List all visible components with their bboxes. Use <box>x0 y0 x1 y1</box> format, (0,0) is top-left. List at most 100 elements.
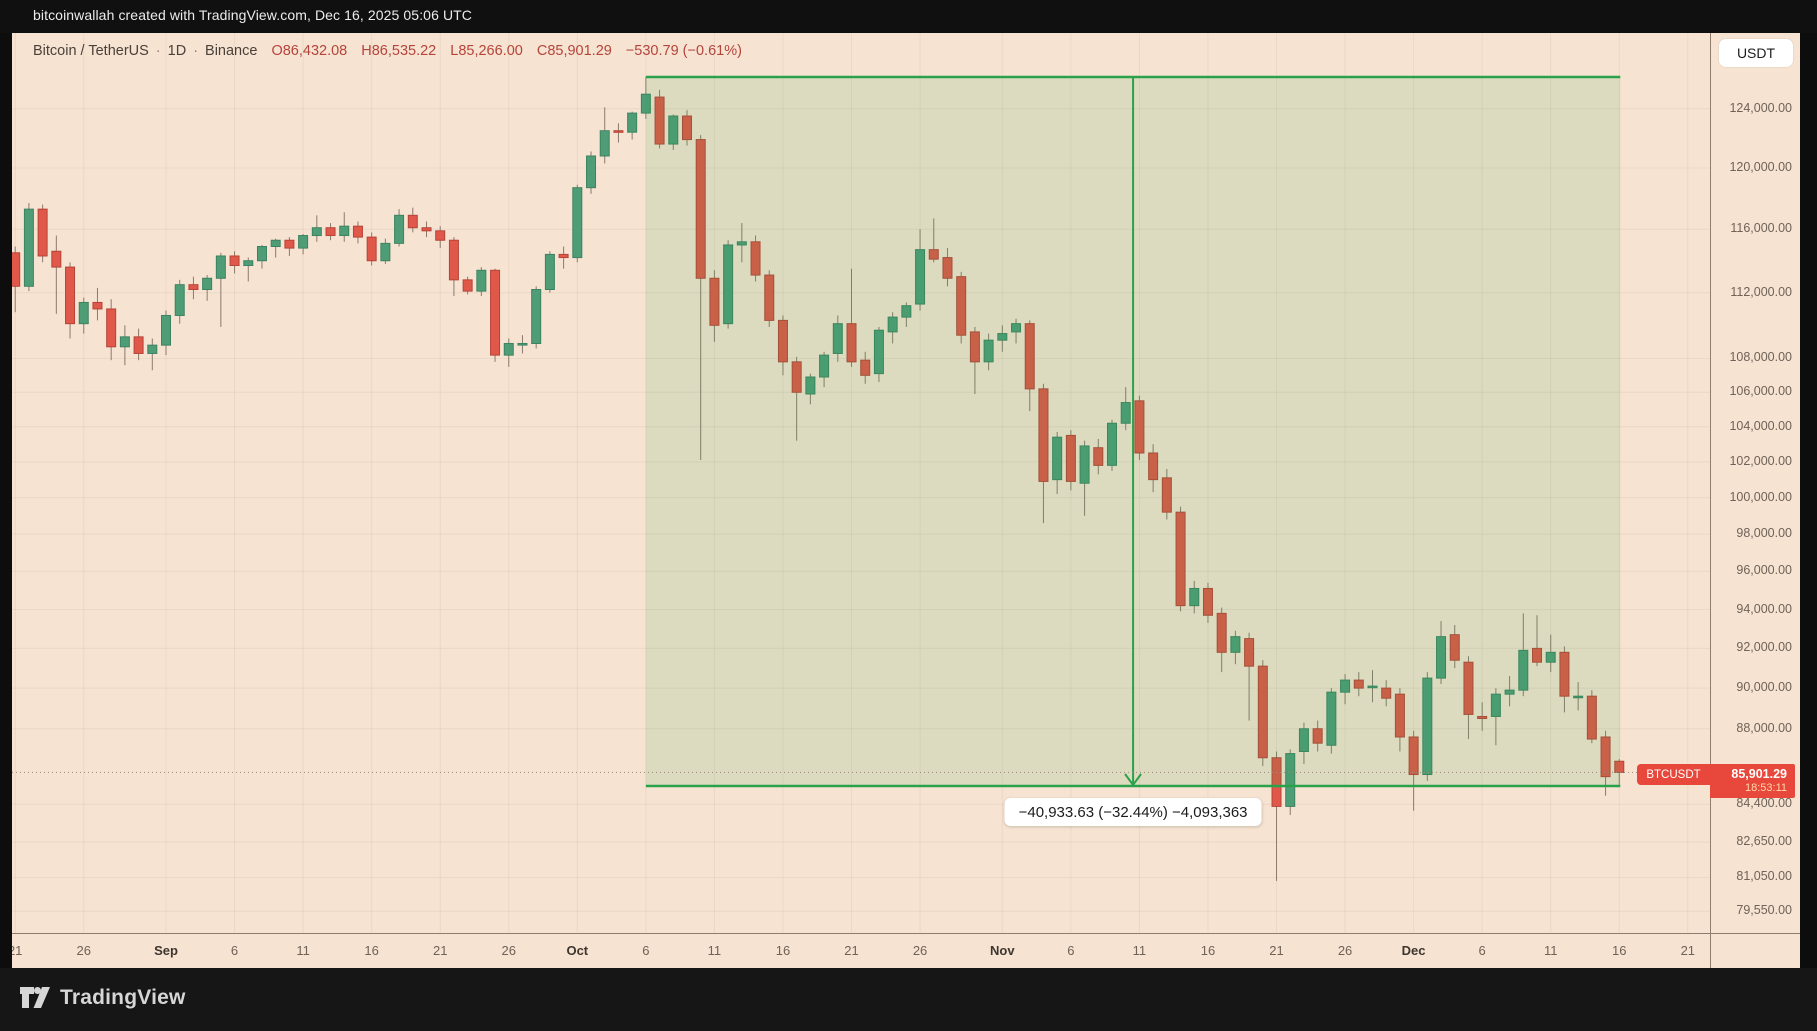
candle-up[interactable] <box>586 155 597 189</box>
candle-up[interactable] <box>1573 695 1584 699</box>
time-scale[interactable]: 21 26 Sep 6 11 16 21 26 Oct 6 11 16 21 26 Nov 6 11 16 21 26… <box>12 933 1800 968</box>
candle-up[interactable] <box>215 255 226 279</box>
candle-down[interactable] <box>325 227 336 237</box>
candle-down[interactable] <box>613 130 624 133</box>
candle-down[interactable] <box>709 277 720 326</box>
candle-down[interactable] <box>1312 728 1323 744</box>
candle-up[interactable] <box>503 342 514 356</box>
candle-up[interactable] <box>1285 753 1296 807</box>
candle-up[interactable] <box>243 260 254 266</box>
candle-down[interactable] <box>942 257 953 279</box>
tradingview-link[interactable]: TradingView <box>20 984 186 1012</box>
candle-down[interactable] <box>1600 736 1611 778</box>
candle-up[interactable] <box>1011 323 1022 333</box>
candle-down[interactable] <box>1093 447 1104 466</box>
candle-up[interactable] <box>887 316 898 333</box>
candle-down[interactable] <box>1244 638 1255 667</box>
candle-down[interactable] <box>366 236 377 262</box>
candle-down[interactable] <box>1161 477 1172 513</box>
candle-up[interactable] <box>174 284 185 316</box>
candle-up[interactable] <box>983 339 994 363</box>
candle-up[interactable] <box>270 239 281 248</box>
candle-up[interactable] <box>1120 402 1131 424</box>
price-scale[interactable]: USDT 124,000.00 120,000.00 116,000.00 112,0… <box>1710 33 1800 968</box>
candle-up[interactable] <box>544 253 555 291</box>
candle-down[interactable] <box>1614 760 1625 773</box>
candle-down[interactable] <box>188 284 199 291</box>
candle-down[interactable] <box>750 241 761 276</box>
candle-down[interactable] <box>1449 634 1460 661</box>
currency-toggle-button[interactable]: USDT <box>1719 39 1793 67</box>
candle-down[interactable] <box>448 239 459 281</box>
candle-up[interactable] <box>1107 422 1117 466</box>
candle-up[interactable] <box>531 289 542 344</box>
candle-down[interactable] <box>229 255 240 266</box>
candle-down[interactable] <box>1532 647 1543 663</box>
candle-up[interactable] <box>832 323 843 354</box>
candle-up[interactable] <box>1079 445 1090 484</box>
candle-up[interactable] <box>1518 649 1529 691</box>
candle-up[interactable] <box>1052 436 1063 481</box>
candlestick-chart[interactable] <box>12 33 1800 968</box>
candle-down[interactable] <box>1257 665 1268 759</box>
symbol-title[interactable]: Bitcoin / TetherUS <box>33 43 149 59</box>
candle-down[interactable] <box>462 279 473 292</box>
candle-down[interactable] <box>1477 715 1488 720</box>
candle-down[interactable] <box>681 115 692 141</box>
candle-up[interactable] <box>476 269 487 292</box>
candle-up[interactable] <box>78 301 89 325</box>
candle-down[interactable] <box>1271 757 1282 807</box>
candle-up[interactable] <box>23 208 34 287</box>
candle-up[interactable] <box>256 246 267 262</box>
candle-down[interactable] <box>106 308 117 348</box>
candle-up[interactable] <box>723 244 734 325</box>
candle-down[interactable] <box>1175 511 1186 607</box>
candle-down[interactable] <box>133 336 144 354</box>
candle-down[interactable] <box>1065 434 1076 482</box>
candle-down[interactable] <box>1148 452 1159 481</box>
candle-down[interactable] <box>1559 651 1570 697</box>
candle-down[interactable] <box>1586 695 1597 740</box>
candle-down[interactable] <box>1038 388 1049 482</box>
candle-down[interactable] <box>1408 736 1419 776</box>
candle-down[interactable] <box>51 250 62 268</box>
candle-down[interactable] <box>37 208 48 257</box>
candle-up[interactable] <box>311 227 322 237</box>
candle-down[interactable] <box>777 319 788 363</box>
candle-down[interactable] <box>92 301 103 310</box>
candle-down[interactable] <box>12 252 21 287</box>
candle-up[interactable] <box>1422 677 1433 776</box>
candle-down[interactable] <box>65 266 76 325</box>
candle-up[interactable] <box>380 242 391 262</box>
candle-up[interactable] <box>736 241 747 246</box>
candle-up[interactable] <box>1367 685 1378 689</box>
candle-down[interactable] <box>791 361 802 393</box>
candle-up[interactable] <box>298 235 309 249</box>
candle-down[interactable] <box>1394 693 1405 738</box>
candle-up[interactable] <box>1545 651 1556 663</box>
candle-down[interactable] <box>969 331 980 363</box>
candle-up[interactable] <box>1298 728 1309 752</box>
candle-down[interactable] <box>654 96 665 145</box>
candle-down[interactable] <box>1202 587 1213 616</box>
candle-up[interactable] <box>915 249 926 305</box>
candle-down[interactable] <box>764 274 775 321</box>
candle-up[interactable] <box>339 225 350 237</box>
candle-up[interactable] <box>1490 693 1501 717</box>
measurement-label[interactable]: −40,933.63 (−32.44%) −4,093,363 <box>1004 798 1262 826</box>
candle-up[interactable] <box>819 354 830 378</box>
candle-down[interactable] <box>284 239 295 249</box>
candle-down[interactable] <box>490 269 501 356</box>
candle-down[interactable] <box>860 359 871 376</box>
candle-down[interactable] <box>1134 400 1145 454</box>
candle-up[interactable] <box>1504 689 1515 695</box>
candle-up[interactable] <box>119 336 130 348</box>
candle-down[interactable] <box>928 249 939 260</box>
interval-label[interactable]: 1D <box>167 43 187 59</box>
candle-up[interactable] <box>202 277 213 291</box>
candle-down[interactable] <box>956 276 967 336</box>
candle-up[interactable] <box>1340 679 1351 693</box>
candle-up[interactable] <box>1189 587 1200 607</box>
candle-up[interactable] <box>805 376 816 395</box>
chart-panel[interactable]: Bitcoin / TetherUS · 1D · Binance O86,432.08 H… <box>12 33 1800 968</box>
